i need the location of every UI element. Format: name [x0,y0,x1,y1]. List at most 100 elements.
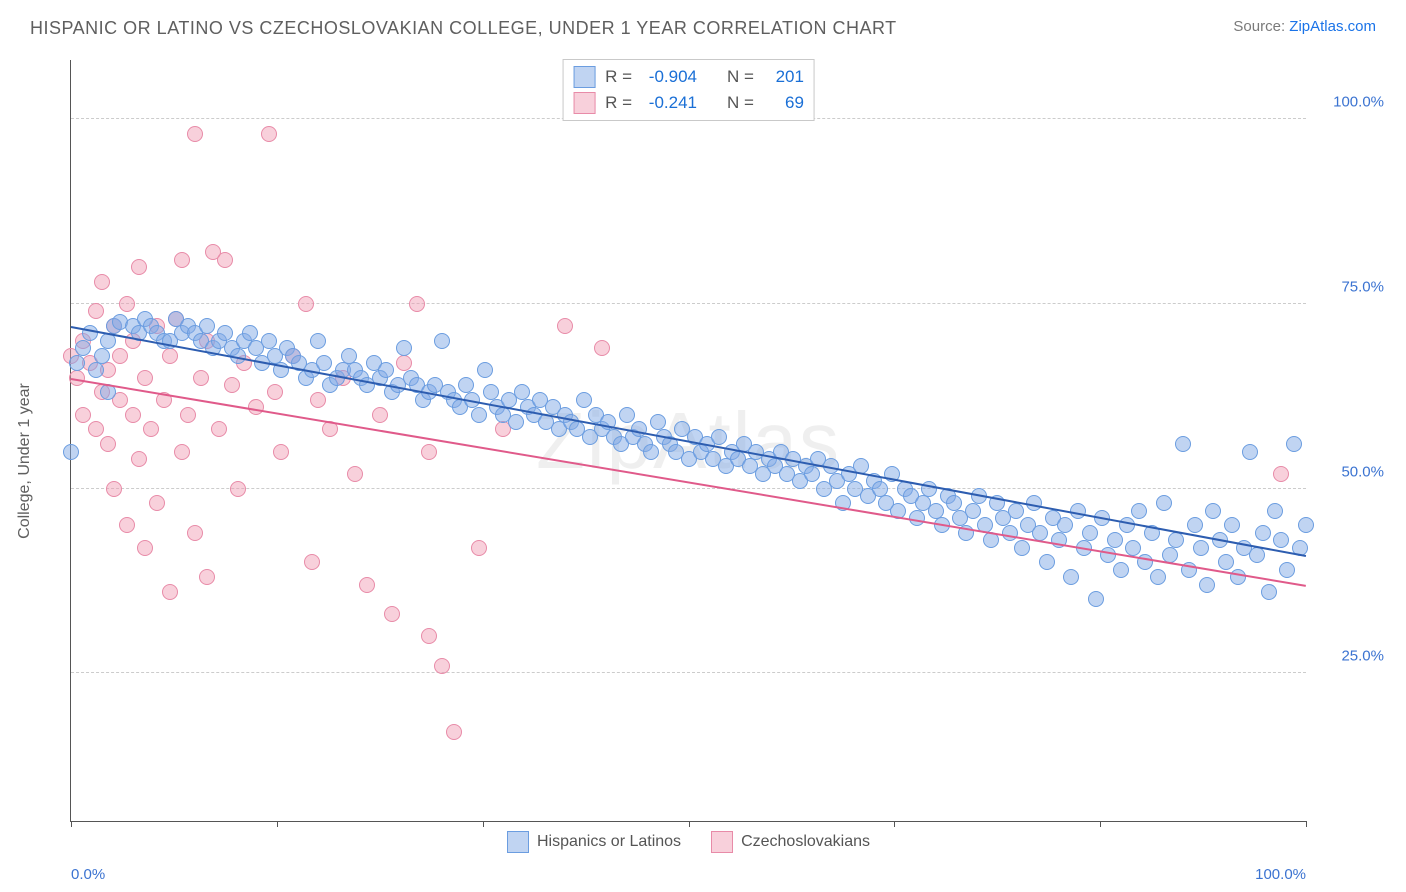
scatter-point [928,503,944,519]
scatter-point [396,355,412,371]
scatter-point [594,340,610,356]
stat-value-r: -0.904 [642,67,697,87]
scatter-point [1255,525,1271,541]
scatter-point [711,429,727,445]
scatter-point [1014,540,1030,556]
stat-label-n: N = [727,67,754,87]
scatter-point [137,540,153,556]
x-tick [277,821,278,827]
scatter-point [434,333,450,349]
chart-container: College, Under 1 year ZipAtlas 25.0%50.0… [30,60,1386,862]
source-link[interactable]: ZipAtlas.com [1289,18,1376,35]
scatter-point [1002,525,1018,541]
scatter-point [1125,540,1141,556]
scatter-point [69,355,85,371]
scatter-point [946,495,962,511]
scatter-point [1150,569,1166,585]
scatter-point [180,407,196,423]
scatter-point [1113,562,1129,578]
scatter-point [88,303,104,319]
scatter-point [1273,532,1289,548]
stat-label-n: N = [727,93,754,113]
scatter-point [63,444,79,460]
source-prefix: Source: [1233,18,1289,35]
stat-label-r: R = [605,93,632,113]
scatter-point [471,407,487,423]
scatter-point [174,252,190,268]
scatter-point [174,444,190,460]
scatter-point [316,355,332,371]
chart-legend: Hispanics or Latinos Czechoslovakians [71,831,1306,853]
scatter-point [1249,547,1265,563]
x-tick-label: 0.0% [71,866,105,883]
legend-label: Czechoslovakians [741,833,870,851]
scatter-point [471,540,487,556]
scatter-point [224,377,240,393]
x-tick [1306,821,1307,827]
scatter-point [396,340,412,356]
gridline-horizontal [71,672,1306,673]
scatter-point [131,451,147,467]
trend-line [71,378,1306,587]
scatter-point [1008,503,1024,519]
scatter-point [137,370,153,386]
scatter-point [576,392,592,408]
scatter-point [1175,436,1191,452]
scatter-point [384,606,400,622]
scatter-point [643,444,659,460]
scatter-point [131,259,147,275]
scatter-point [557,318,573,334]
scatter-point [119,296,135,312]
scatter-point [230,481,246,497]
x-tick [689,821,690,827]
x-tick [71,821,72,827]
series-swatch [573,92,595,114]
scatter-point [1218,554,1234,570]
scatter-point [125,407,141,423]
scatter-point [217,252,233,268]
scatter-point [162,348,178,364]
scatter-point [267,384,283,400]
scatter-point [1082,525,1098,541]
stat-value-r: -0.241 [642,93,697,113]
scatter-point [75,340,91,356]
scatter-point [1100,547,1116,563]
scatter-point [378,362,394,378]
x-tick [483,821,484,827]
scatter-point [921,481,937,497]
scatter-point [88,362,104,378]
scatter-point [242,325,258,341]
scatter-point [650,414,666,430]
scatter-point [119,517,135,533]
scatter-point [421,444,437,460]
legend-label: Hispanics or Latinos [537,833,681,851]
x-tick-label: 100.0% [1255,866,1306,883]
scatter-point [421,628,437,644]
y-tick-label: 75.0% [1314,278,1384,295]
stat-value-n: 69 [764,93,804,113]
source-credit: Source: ZipAtlas.com [1233,18,1376,35]
scatter-point [217,325,233,341]
scatter-point [187,525,203,541]
scatter-point [372,407,388,423]
scatter-point [310,392,326,408]
stat-value-n: 201 [764,67,804,87]
scatter-point [804,466,820,482]
scatter-point [965,503,981,519]
scatter-point [872,481,888,497]
scatter-point [261,333,277,349]
y-tick-label: 50.0% [1314,463,1384,480]
legend-swatch [711,831,733,853]
scatter-point [1267,503,1283,519]
y-tick-label: 25.0% [1314,648,1384,665]
scatter-point [112,348,128,364]
scatter-point [298,296,314,312]
scatter-point [1107,532,1123,548]
scatter-point [1199,577,1215,593]
scatter-point [1131,503,1147,519]
scatter-point [409,296,425,312]
scatter-point [199,318,215,334]
scatter-point [143,421,159,437]
plot-area: ZipAtlas 25.0%50.0%75.0%100.0%0.0%100.0%… [70,60,1306,822]
y-tick-label: 100.0% [1314,94,1384,111]
